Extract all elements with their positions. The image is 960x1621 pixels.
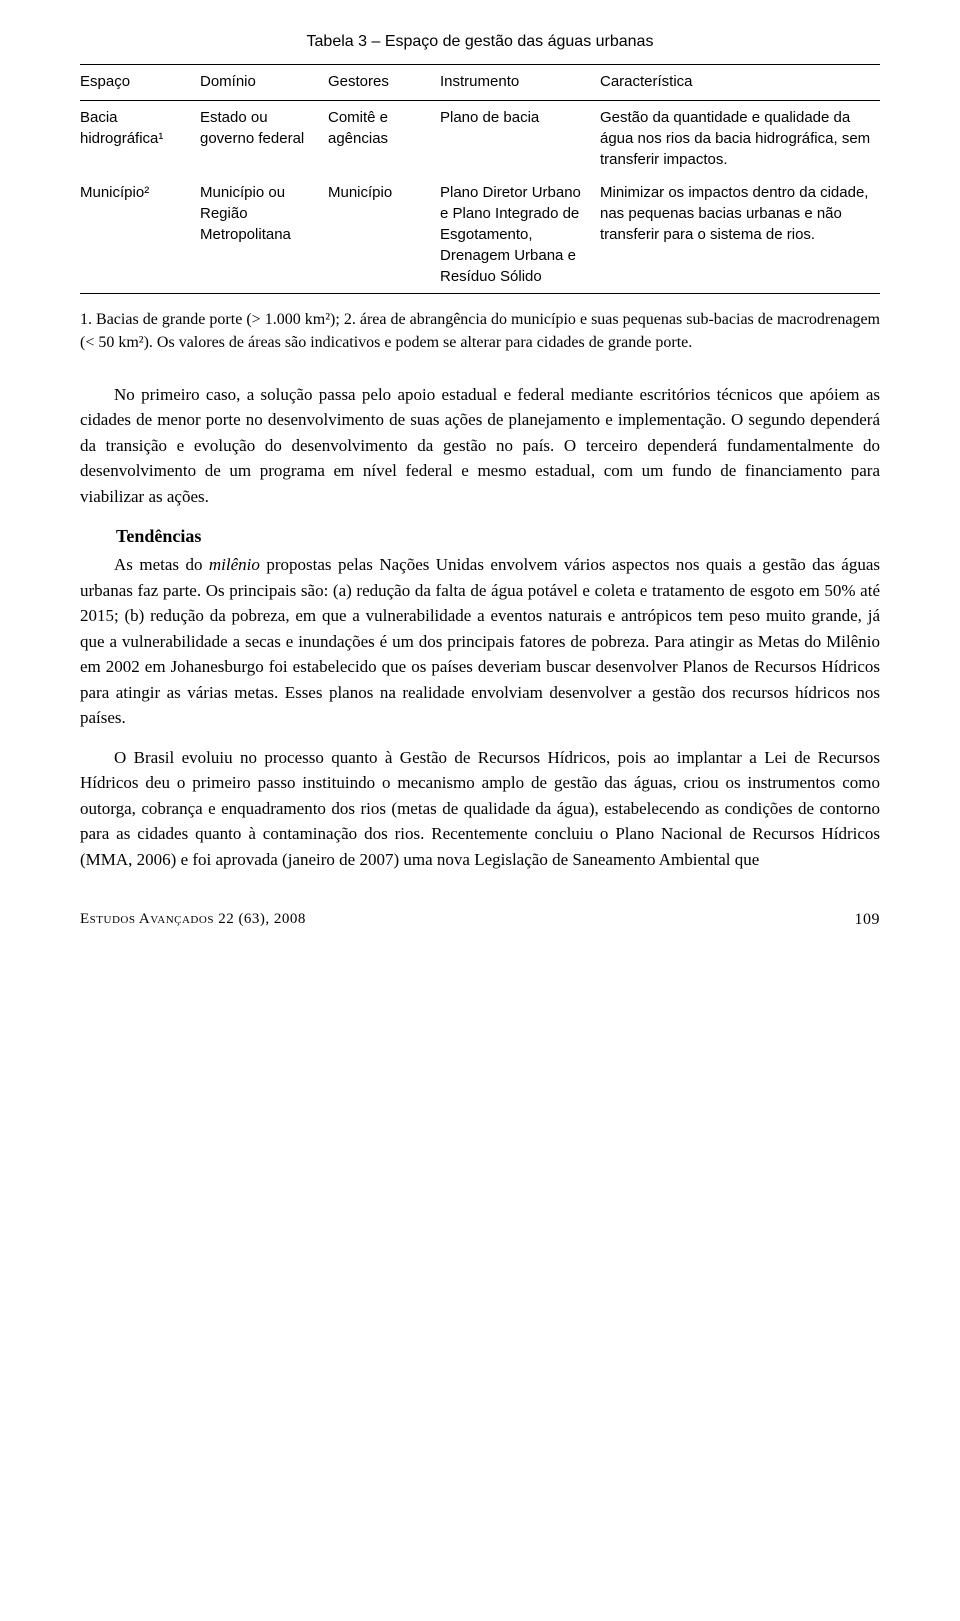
gestao-table: Espaço Domínio Gestores Instrumento Cara… xyxy=(80,64,880,294)
cell-dominio: Estado ou governo federal xyxy=(200,100,328,176)
p2-italic: milênio xyxy=(209,555,260,574)
table-footnote: 1. Bacias de grande porte (> 1.000 km²);… xyxy=(80,308,880,354)
footer-j4: vançados xyxy=(150,911,214,927)
p2-pre: As metas do xyxy=(114,555,209,574)
col-header-dominio: Domínio xyxy=(200,65,328,101)
table-row: Município² Município ou Região Metropoli… xyxy=(80,176,880,294)
cell-instrumento: Plano Diretor Urbano e Plano Integrado d… xyxy=(440,176,600,294)
cell-espaco: Bacia hidrográfica¹ xyxy=(80,100,200,176)
cell-caracteristica: Minimizar os impactos dentro da cidade, … xyxy=(600,176,880,294)
cell-espaco: Município² xyxy=(80,176,200,294)
cell-caracteristica: Gestão da quantidade e qualidade da água… xyxy=(600,100,880,176)
col-header-instrumento: Instrumento xyxy=(440,65,600,101)
col-header-espaco: Espaço xyxy=(80,65,200,101)
cell-dominio: Município ou Região Metropolitana xyxy=(200,176,328,294)
table-title: Tabela 3 – Espaço de gestão das águas ur… xyxy=(80,30,880,54)
footer-j2: studos xyxy=(90,911,136,927)
body-paragraph-1: No primeiro caso, a solução passa pelo a… xyxy=(80,382,880,510)
footer-issue: 22 (63), 2008 xyxy=(214,911,306,927)
col-header-gestores: Gestores xyxy=(328,65,440,101)
cell-gestores: Município xyxy=(328,176,440,294)
table-header-row: Espaço Domínio Gestores Instrumento Cara… xyxy=(80,65,880,101)
footer-j1: E xyxy=(80,911,90,927)
col-header-caracteristica: Característica xyxy=(600,65,880,101)
footer-journal: Estudos Avançados 22 (63), 2008 xyxy=(80,911,306,927)
cell-instrumento: Plano de bacia xyxy=(440,100,600,176)
footer-j3: A xyxy=(135,911,150,927)
footer-page-number: 109 xyxy=(855,908,881,932)
body-paragraph-3: O Brasil evoluiu no processo quanto à Ge… xyxy=(80,745,880,873)
cell-gestores: Comitê e agências xyxy=(328,100,440,176)
section-heading-tendencias: Tendências xyxy=(80,523,880,550)
body-paragraph-2: As metas do milênio propostas pelas Naçõ… xyxy=(80,552,880,731)
table-row: Bacia hidrográfica¹ Estado ou governo fe… xyxy=(80,100,880,176)
p2-post: propostas pelas Nações Unidas envolvem v… xyxy=(80,555,880,727)
page-footer: Estudos Avançados 22 (63), 2008 109 xyxy=(80,908,880,931)
